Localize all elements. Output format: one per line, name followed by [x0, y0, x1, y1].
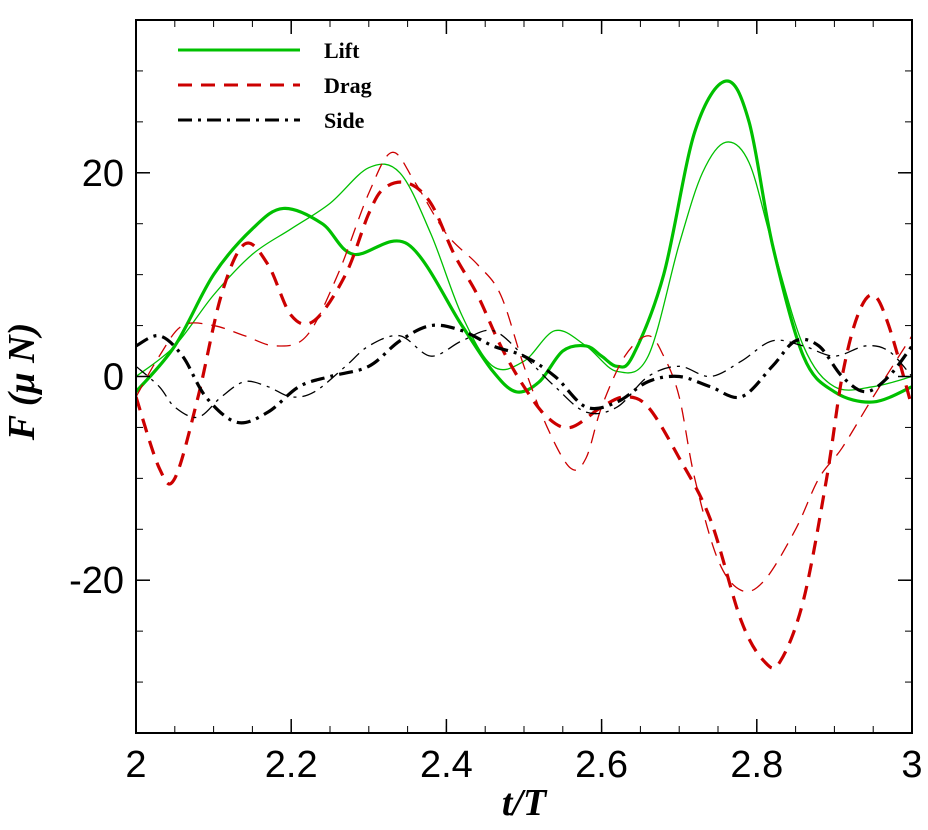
- legend: Lift Drag Side: [178, 38, 372, 133]
- y-tick-label: -20: [69, 560, 124, 602]
- legend-label-drag: Drag: [324, 73, 372, 98]
- x-tick-label: 2.2: [265, 744, 318, 786]
- y-axis-title: F (μ N): [1, 323, 43, 442]
- plot-frame: [135, 19, 913, 734]
- series-line-side-thin: [136, 329, 912, 419]
- series-line-lift-thick: [136, 79, 912, 404]
- ticks-layer: [135, 20, 913, 733]
- series-layer: [136, 79, 912, 670]
- series-line-drag-thin: [136, 151, 912, 593]
- x-tick-label: 2.8: [730, 744, 783, 786]
- x-axis-title: t/T: [502, 782, 548, 824]
- x-tick-label: 3: [901, 744, 922, 786]
- series-line-drag-thick: [136, 180, 912, 670]
- x-tick-label: 2.6: [575, 744, 628, 786]
- legend-label-side: Side: [324, 108, 365, 133]
- tick-labels: 2 2.2 2.4 2.6 2.8 3 -20 0 20: [69, 153, 922, 786]
- x-tick-label: 2.4: [420, 744, 473, 786]
- x-tick-label: 2: [125, 744, 146, 786]
- legend-label-lift: Lift: [324, 38, 360, 63]
- plot-area: [135, 19, 913, 734]
- y-tick-label: 0: [103, 357, 124, 399]
- series-line-lift-thin: [136, 141, 912, 391]
- series-line-side-thick: [136, 323, 912, 425]
- y-tick-label: 20: [82, 153, 124, 195]
